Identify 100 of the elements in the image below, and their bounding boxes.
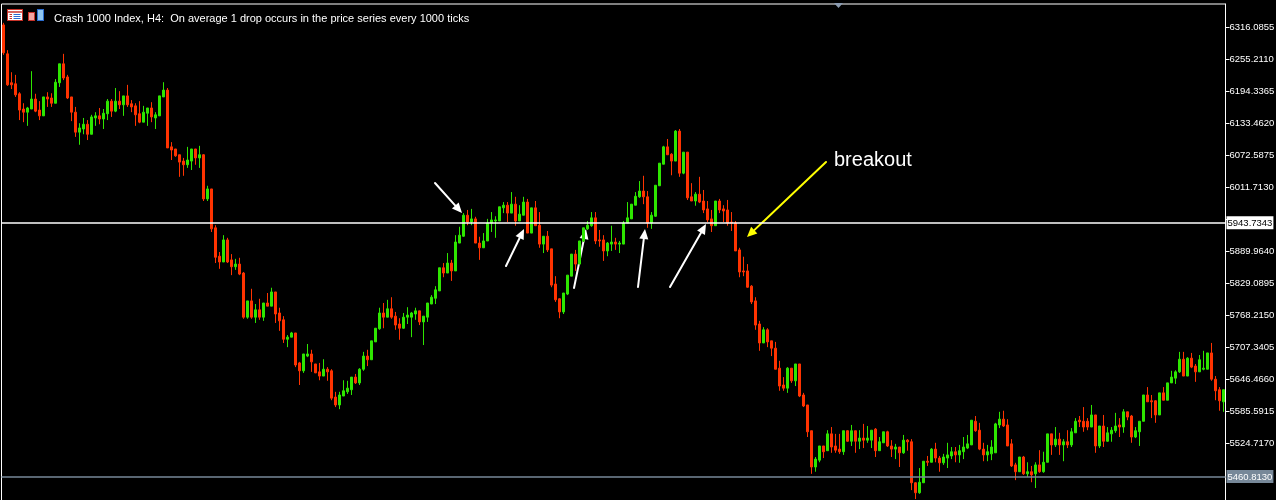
candlestick	[1030, 465, 1033, 483]
candlestick	[346, 380, 349, 395]
candlestick	[530, 207, 533, 234]
ref-line-label: 5943.7343	[1227, 217, 1273, 229]
candlestick	[874, 427, 877, 458]
candlestick	[42, 96, 45, 117]
candlestick	[386, 299, 389, 318]
candlestick	[626, 201, 629, 224]
candlestick	[194, 148, 197, 166]
candlestick	[126, 84, 129, 108]
candlestick	[902, 434, 905, 455]
candlestick	[762, 326, 765, 344]
candlestick	[450, 259, 453, 282]
candlestick	[418, 310, 421, 326]
candlestick	[86, 119, 89, 141]
candlestick	[610, 225, 613, 252]
candlestick	[138, 100, 141, 124]
y-tick-label: 6011.7130	[1229, 181, 1274, 193]
candlestick	[510, 191, 513, 214]
candlestick	[898, 446, 901, 468]
candlestick	[1022, 455, 1025, 476]
candlestick	[602, 234, 605, 262]
candlestick	[506, 201, 509, 223]
candlestick	[686, 151, 689, 201]
candlestick	[594, 211, 597, 245]
candlestick	[206, 185, 209, 202]
y-tick-label: 5889.9640	[1229, 245, 1275, 257]
candlestick	[962, 436, 965, 460]
candlestick	[270, 287, 273, 307]
candlestick	[970, 419, 973, 446]
candlestick	[98, 107, 101, 125]
candlestick	[114, 87, 117, 113]
candlestick	[122, 95, 125, 117]
candlestick	[850, 424, 853, 447]
candlestick	[318, 362, 321, 381]
candlestick	[574, 249, 577, 272]
candlestick	[842, 430, 845, 456]
candlestick	[1122, 408, 1125, 434]
candlestick	[526, 198, 529, 234]
candlestick	[1058, 432, 1061, 456]
candlestick	[182, 157, 185, 177]
candlestick	[246, 300, 249, 320]
candlestick	[858, 429, 861, 450]
candlestick	[446, 252, 449, 274]
candlestick	[470, 208, 473, 226]
candlestick	[714, 200, 717, 227]
candlestick	[1206, 352, 1209, 370]
candlestick	[350, 376, 353, 396]
candlestick	[322, 358, 325, 377]
candlestick	[110, 98, 113, 118]
candlestick	[1034, 461, 1037, 489]
candlestick	[674, 129, 677, 162]
candlestick	[1094, 414, 1097, 454]
candlestick	[222, 234, 225, 263]
candlestick	[614, 237, 617, 251]
candlestick	[286, 334, 289, 348]
candlestick	[234, 258, 237, 271]
candlestick	[854, 430, 857, 454]
candlestick	[514, 196, 517, 227]
candlestick	[790, 367, 793, 384]
candlestick	[186, 146, 189, 169]
candlestick	[262, 302, 265, 322]
candlestick	[1118, 417, 1121, 438]
candlestick	[930, 447, 933, 463]
candlestick	[954, 446, 957, 463]
candlestick	[46, 91, 49, 108]
y-tick-label: 5707.3405	[1229, 341, 1275, 353]
candlestick	[1102, 414, 1105, 448]
candlestick	[202, 153, 205, 202]
candlestick	[894, 443, 897, 460]
candlestick	[1050, 433, 1053, 456]
candlestick	[1066, 429, 1069, 449]
candlestick	[146, 107, 149, 127]
candlestick	[678, 128, 681, 178]
candlestick	[986, 444, 989, 462]
candlestick	[198, 145, 201, 169]
candlestick	[1106, 426, 1109, 443]
candlestick	[142, 105, 145, 123]
y-tick-label: 6133.4620	[1229, 117, 1275, 129]
candlestick	[250, 288, 253, 320]
candlestick	[786, 366, 789, 394]
candlestick	[382, 302, 385, 329]
candlestick	[90, 114, 93, 135]
y-tick-label: 6194.3365	[1229, 85, 1275, 97]
candlestick	[1198, 354, 1201, 373]
candlestick	[134, 102, 137, 127]
candlestick	[1018, 456, 1021, 473]
candlestick	[926, 455, 929, 467]
candlestick	[1038, 449, 1041, 474]
candlestick	[354, 373, 357, 385]
candlestick	[862, 423, 865, 449]
y-tick-label: 5646.4660	[1229, 373, 1275, 385]
candlestick	[682, 151, 685, 175]
y-tick-label: 5768.2150	[1229, 309, 1275, 321]
candlestick	[542, 235, 545, 254]
annotation: breakout	[834, 148, 913, 170]
candlestick	[822, 445, 825, 459]
candlestick	[410, 311, 413, 338]
candlestick	[830, 426, 833, 454]
candlestick	[442, 262, 445, 278]
